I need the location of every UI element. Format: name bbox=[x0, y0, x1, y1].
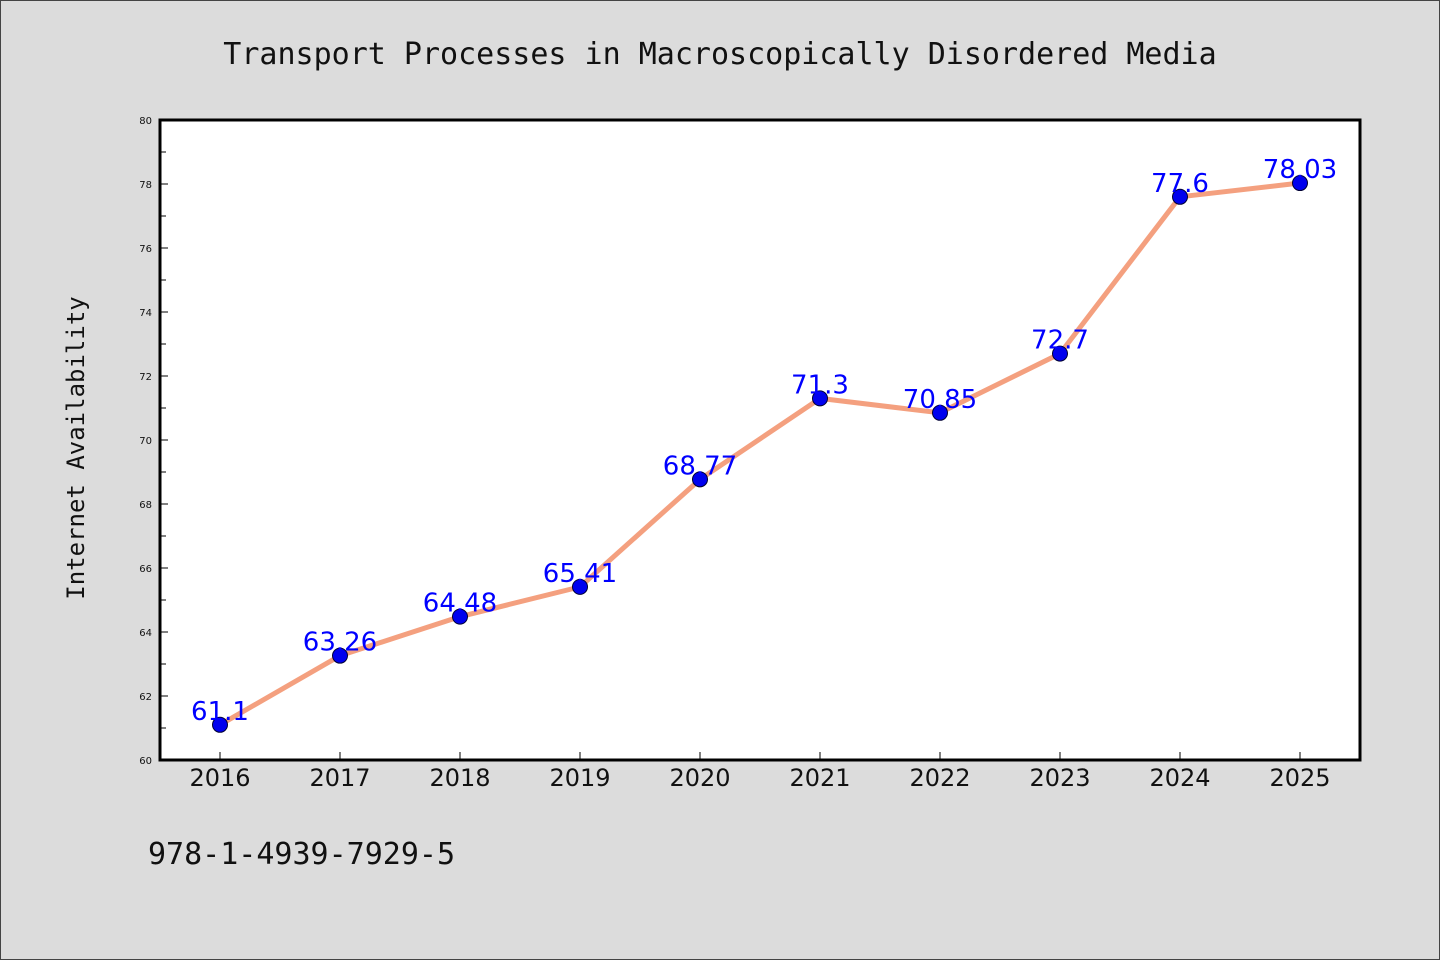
x-tick-label: 2021 bbox=[789, 764, 850, 792]
y-tick-label: 70 bbox=[139, 436, 152, 447]
data-label: 71.3 bbox=[791, 370, 849, 400]
data-label: 78.03 bbox=[1263, 155, 1337, 185]
isbn-text: 978-1-4939-7929-5 bbox=[148, 837, 455, 872]
data-point bbox=[1292, 175, 1308, 192]
y-tick-label: 64 bbox=[139, 628, 152, 639]
plot-frame bbox=[158, 118, 1362, 762]
data-label: 61.1 bbox=[191, 697, 249, 727]
x-tick-label: 2018 bbox=[429, 764, 490, 792]
data-point bbox=[812, 390, 828, 407]
data-label: 72.7 bbox=[1031, 326, 1089, 356]
chart-title: Transport Processes in Macroscopically D… bbox=[223, 37, 1216, 72]
data-point bbox=[212, 716, 228, 733]
x-tick-label: 2020 bbox=[669, 764, 730, 792]
data-label: 63.26 bbox=[303, 628, 377, 658]
axis-ticks: 60 62 64 66 68 70 72 74 76 78 80 2016 2017 2018 2019 20… bbox=[139, 116, 1330, 792]
x-tick-label: 2022 bbox=[909, 764, 970, 792]
data-label: 70.85 bbox=[903, 385, 977, 415]
data-label: 68.77 bbox=[663, 451, 737, 481]
data-point bbox=[1172, 188, 1188, 205]
data-point bbox=[1052, 345, 1068, 362]
y-tick-label: 62 bbox=[139, 692, 152, 703]
series-layer: 61.1 63.26 64.48 65.41 68.77 71.3 70.85 72.7 77.… bbox=[191, 155, 1337, 733]
data-point bbox=[452, 608, 468, 625]
data-point bbox=[332, 647, 348, 664]
y-tick-label: 76 bbox=[139, 244, 152, 255]
x-tick-label: 2023 bbox=[1029, 764, 1090, 792]
x-tick-label: 2016 bbox=[189, 764, 250, 792]
data-point bbox=[692, 471, 708, 488]
x-tick-label: 2019 bbox=[549, 764, 610, 792]
x-tick-label: 2025 bbox=[1269, 764, 1330, 792]
x-tick-label: 2017 bbox=[309, 764, 370, 792]
data-label: 65.41 bbox=[543, 559, 617, 589]
data-point bbox=[932, 404, 948, 421]
y-tick-label: 68 bbox=[139, 500, 152, 511]
y-tick-label: 60 bbox=[139, 756, 152, 767]
y-tick-label: 80 bbox=[139, 116, 152, 127]
y-tick-label: 66 bbox=[139, 564, 152, 575]
y-tick-label: 74 bbox=[139, 308, 152, 319]
x-tick-label: 2024 bbox=[1149, 764, 1210, 792]
y-tick-label: 72 bbox=[139, 372, 152, 383]
series-line bbox=[217, 180, 1303, 728]
y-tick-label: 78 bbox=[139, 180, 152, 191]
data-label: 64.48 bbox=[423, 589, 497, 619]
data-label: 77.6 bbox=[1151, 169, 1209, 199]
data-point bbox=[572, 578, 588, 595]
y-axis-label: Internet Availability bbox=[62, 296, 90, 599]
